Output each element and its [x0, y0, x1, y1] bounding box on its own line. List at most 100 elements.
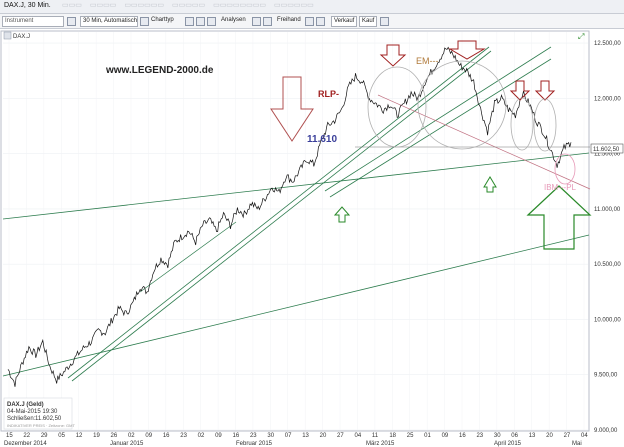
zoom-icon[interactable]: [185, 17, 194, 26]
info-source: INDIKATIVER PREIS · Zeitzone: GMT: [7, 423, 75, 428]
x-month-label: April 2015: [494, 441, 522, 447]
info-close-label: Schließen:: [7, 416, 36, 422]
x-tick-label: 30: [494, 433, 501, 439]
chart-type-menu[interactable]: Charttyp: [151, 17, 174, 23]
x-tick-label: 04: [354, 433, 361, 439]
plot-frame: [0, 30, 590, 432]
ellipse-marker-1: [367, 66, 427, 148]
x-tick-label: 15: [6, 433, 13, 439]
x-tick-label: 29: [41, 433, 48, 439]
menu-item-blur-3[interactable]: ▭▭▭▭▭▭: [124, 2, 164, 9]
x-tick-label: 04: [581, 433, 588, 439]
chart-tab-label[interactable]: DAX.J: [13, 34, 30, 40]
trend-line-short: [139, 221, 237, 293]
buy-button[interactable]: Kauf: [359, 16, 377, 27]
watermark: www.LEGEND-2000.de: [105, 65, 214, 76]
trend-lines: [2, 46, 591, 382]
info-date: 04-Mai-2015 19:30: [7, 409, 58, 415]
interval-select[interactable]: 30 Min, Automatisch: [80, 16, 138, 27]
x-tick-label: 22: [23, 433, 30, 439]
x-tick-label: 01: [424, 433, 431, 439]
x-tick-label: 13: [302, 433, 309, 439]
y-tick-label: 9.500,00: [594, 373, 618, 379]
x-tick-label: 18: [389, 433, 396, 439]
x-tick-label: 30: [267, 433, 274, 439]
x-tick-label: 27: [564, 433, 571, 439]
rlp-label: RLP-: [318, 89, 339, 99]
y-tick-label: 11.500,00: [594, 152, 621, 158]
last-price-label: 11.602,50: [593, 147, 620, 153]
x-tick-label: 11: [372, 433, 379, 439]
arrow-up-icon-a: [333, 206, 351, 223]
x-tick-label: 16: [233, 433, 240, 439]
expand-icon[interactable]: ⤢: [577, 32, 584, 41]
chart-toolbar: Instrument 30 Min, Automatisch Charttyp …: [0, 14, 624, 29]
window-title: DAX.J, 30 Min.: [4, 2, 51, 9]
save-icon[interactable]: [316, 17, 325, 26]
ellipse-marker-3: [510, 97, 534, 151]
x-month-label: Februar 2015: [236, 441, 273, 447]
chart-area: 12.500,00 12.000,00 11.500,00 11.000,00 10.5…: [0, 29, 624, 447]
ibm-label: IBM---PL: [544, 183, 577, 192]
crosshair-icon[interactable]: [196, 17, 205, 26]
x-tick-label: 07: [285, 433, 292, 439]
price-series-line: [7, 46, 572, 387]
x-tick-label: 02: [198, 433, 205, 439]
x-tick-label: 19: [93, 433, 100, 439]
x-tick-label: 02: [128, 433, 135, 439]
x-month-label: Dezember 2014: [4, 441, 47, 447]
x-tick-label: 13: [529, 433, 536, 439]
menu-item-blur-5[interactable]: ▭▭▭▭▭▭▭▭: [213, 2, 266, 9]
arrow-down-icon-d: [534, 80, 556, 101]
x-tick-label: 27: [337, 433, 344, 439]
y-tick-label: 10.000,00: [594, 317, 621, 323]
y-axis: 12.500,00 12.000,00 11.500,00 11.000,00 10.5…: [594, 41, 621, 434]
x-axis: 15 22 29 05 12 19 26 02 09 16 23 02 09 16 23 30 07 13 20 27…: [4, 433, 588, 447]
menu-item-blur-2[interactable]: ▭▭▭▭: [89, 2, 117, 9]
x-tick-label: 23: [180, 433, 187, 439]
text-tool-icon[interactable]: [305, 17, 314, 26]
window-titlebar: DAX.J, 30 Min. ▭▭▭ ▭▭▭▭ ▭▭▭▭▭▭ ▭▭▭▭▭ ▭▭▭…: [0, 0, 624, 14]
grid-lines: [3, 32, 588, 431]
instrument-input[interactable]: Instrument: [2, 16, 64, 27]
x-tick-label: 12: [76, 433, 83, 439]
freehand-menu[interactable]: Freihand: [277, 17, 301, 23]
trend-line-steep-a: [67, 46, 490, 379]
y-tick-label: 11.000,00: [594, 207, 621, 213]
x-tick-label: 20: [546, 433, 553, 439]
indicator-icon[interactable]: [252, 17, 261, 26]
price-chart[interactable]: 12.500,00 12.000,00 11.500,00 11.000,00 10.5…: [0, 29, 624, 447]
x-tick-label: 09: [145, 433, 152, 439]
y-tick-label: 12.000,00: [594, 96, 621, 102]
compare-icon[interactable]: [263, 17, 272, 26]
analyses-menu[interactable]: Analysen: [221, 17, 246, 23]
draw-icon[interactable]: [207, 17, 216, 26]
arrow-up-icon-large: [526, 185, 592, 250]
y-tick-label: 10.500,00: [594, 262, 621, 268]
ellipse-marker-4: [533, 98, 557, 152]
info-close-value: 11.602,50: [35, 416, 62, 422]
info-box: DAX.J (Geld) 04-Mai-2015 19:30 Schließen…: [3, 397, 75, 430]
print-icon[interactable]: [380, 17, 389, 26]
x-tick-label: 09: [442, 433, 449, 439]
menu-item-blur-1[interactable]: ▭▭▭: [62, 2, 82, 9]
chart-tab-icon[interactable]: [3, 31, 12, 40]
chart-type-icon[interactable]: [140, 17, 149, 26]
sell-button[interactable]: Verkauf: [331, 16, 357, 27]
x-month-label: März 2015: [366, 441, 395, 447]
x-tick-label: 16: [459, 433, 466, 439]
em-label: EM---: [416, 56, 439, 66]
x-month-label: Januar 2015: [110, 441, 144, 447]
trend-line-steep-b: [71, 50, 492, 382]
arrow-down-outline-icon: [270, 76, 314, 142]
arrow-down-icon-b: [448, 40, 486, 60]
menu-item-blur-4[interactable]: ▭▭▭▭▭: [172, 2, 206, 9]
level-label: 11.610: [307, 134, 337, 145]
trend-line-upper-a: [324, 46, 552, 192]
ellipse-marker-2: [417, 60, 507, 150]
back-icon[interactable]: [67, 17, 76, 26]
x-tick-label: 23: [476, 433, 483, 439]
x-tick-label: 25: [407, 433, 414, 439]
menu-item-blur-6[interactable]: ▭▭▭▭▭▭: [274, 2, 314, 9]
menu-bar: ▭▭▭ ▭▭▭▭ ▭▭▭▭▭▭ ▭▭▭▭▭ ▭▭▭▭▭▭▭▭ ▭▭▭▭▭▭: [62, 1, 314, 9]
